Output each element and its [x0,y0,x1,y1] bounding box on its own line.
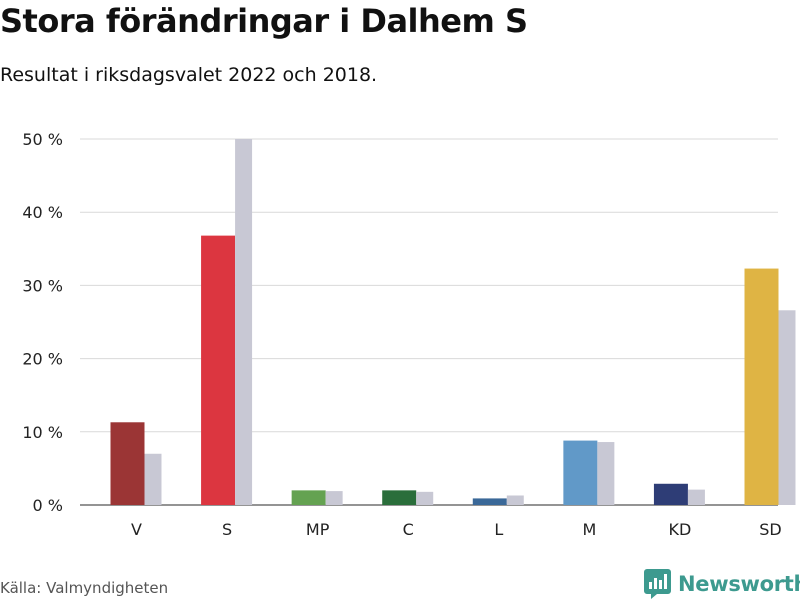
x-tick-label: M [582,520,596,539]
y-tick-label: 10 % [22,423,63,442]
y-tick-label: 0 % [33,496,63,515]
bar-2018-mp [325,491,343,505]
bars [110,139,796,505]
bar-2018-s [235,139,253,505]
x-tick-label: L [494,520,503,539]
bar-2022-v [110,422,145,505]
y-tick-label: 30 % [22,276,63,295]
y-axis-tick-labels: 0 % 10 % 20 % 30 % 40 % 50 % [22,130,63,515]
bar-2018-m [597,442,615,505]
y-tick-label: 20 % [22,350,63,369]
brand-name: Newsworthy [678,572,800,596]
bar-2018-kd [687,489,705,505]
bar-2022-c [382,490,417,505]
bar-2022-kd [653,483,688,505]
x-tick-label: MP [306,520,330,539]
y-tick-label: 50 % [22,130,63,149]
bar-2022-s [201,235,236,505]
bar-2018-sd [778,310,796,505]
y-tick-label: 40 % [22,203,63,222]
newsworthy-logo-icon [644,569,671,599]
x-tick-label: SD [759,520,781,539]
newsworthy-logo[interactable]: Newsworthy [644,568,800,600]
bar-2018-v [144,453,162,505]
chart-title: Stora förändringar i Dalhem S [0,2,528,40]
x-axis-tick-labels: V S MP C L M KD SD [131,520,782,539]
x-tick-label: V [131,520,142,539]
bar-2018-l [506,495,524,505]
gridlines [80,138,778,506]
x-tick-label: C [403,520,414,539]
chart-subtitle: Resultat i riksdagsvalet 2022 och 2018. [0,64,378,86]
bar-2022-m [563,440,598,505]
bar-2022-mp [291,490,326,505]
x-tick-label: KD [669,520,692,539]
bar-2018-c [416,491,434,505]
bar-2022-sd [744,268,779,505]
source-note: Källa: Valmyndigheten [0,579,169,597]
x-tick-label: S [222,520,232,539]
bar-2022-l [472,498,507,505]
